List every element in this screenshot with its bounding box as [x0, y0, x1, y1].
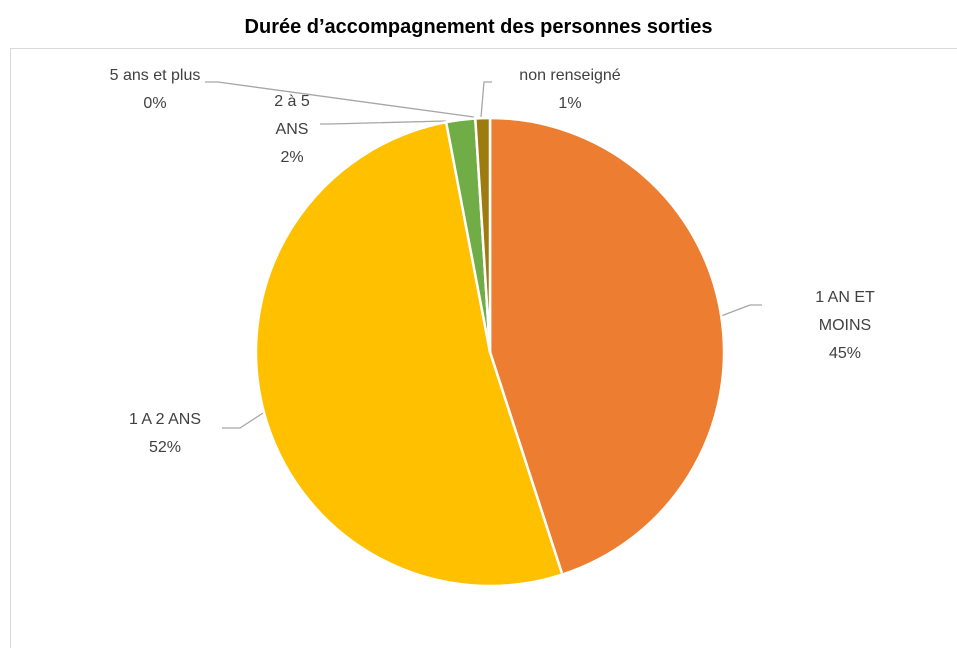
leader-line [480, 81, 492, 118]
chart-border [10, 48, 957, 648]
label-value: 1% [558, 95, 582, 112]
leader-line [222, 412, 264, 429]
label-value: 0% [143, 95, 167, 112]
data-label: 2 à 5 ANS 2% [264, 88, 320, 172]
pie-slice [473, 116, 492, 353]
data-label: 1 A 2 ANS 52% [129, 406, 201, 462]
leader-line [320, 120, 447, 125]
data-label: 1 AN ET MOINS 45% [789, 284, 901, 368]
label-value: 45% [828, 345, 862, 362]
label-value: 52% [148, 439, 182, 456]
label-name: non renseigné [519, 67, 621, 84]
data-label: 5 ans et plus 0% [110, 62, 201, 118]
chart-title: Durée d’accompagnement des personnes sor… [244, 16, 713, 38]
pie-slice [488, 116, 726, 577]
label-name: 2 à 5 ANS [274, 93, 310, 138]
data-label: non renseigné 1% [519, 62, 620, 118]
label-name: 1 AN ET MOINS [815, 289, 875, 334]
leader-line [720, 304, 762, 317]
pie-slice [254, 120, 564, 588]
leader-lines [205, 81, 762, 429]
label-name: 1 A 2 ANS [128, 411, 202, 428]
label-name: 5 ans et plus [109, 67, 201, 84]
leader-line [205, 81, 475, 118]
label-value: 2% [280, 149, 304, 166]
